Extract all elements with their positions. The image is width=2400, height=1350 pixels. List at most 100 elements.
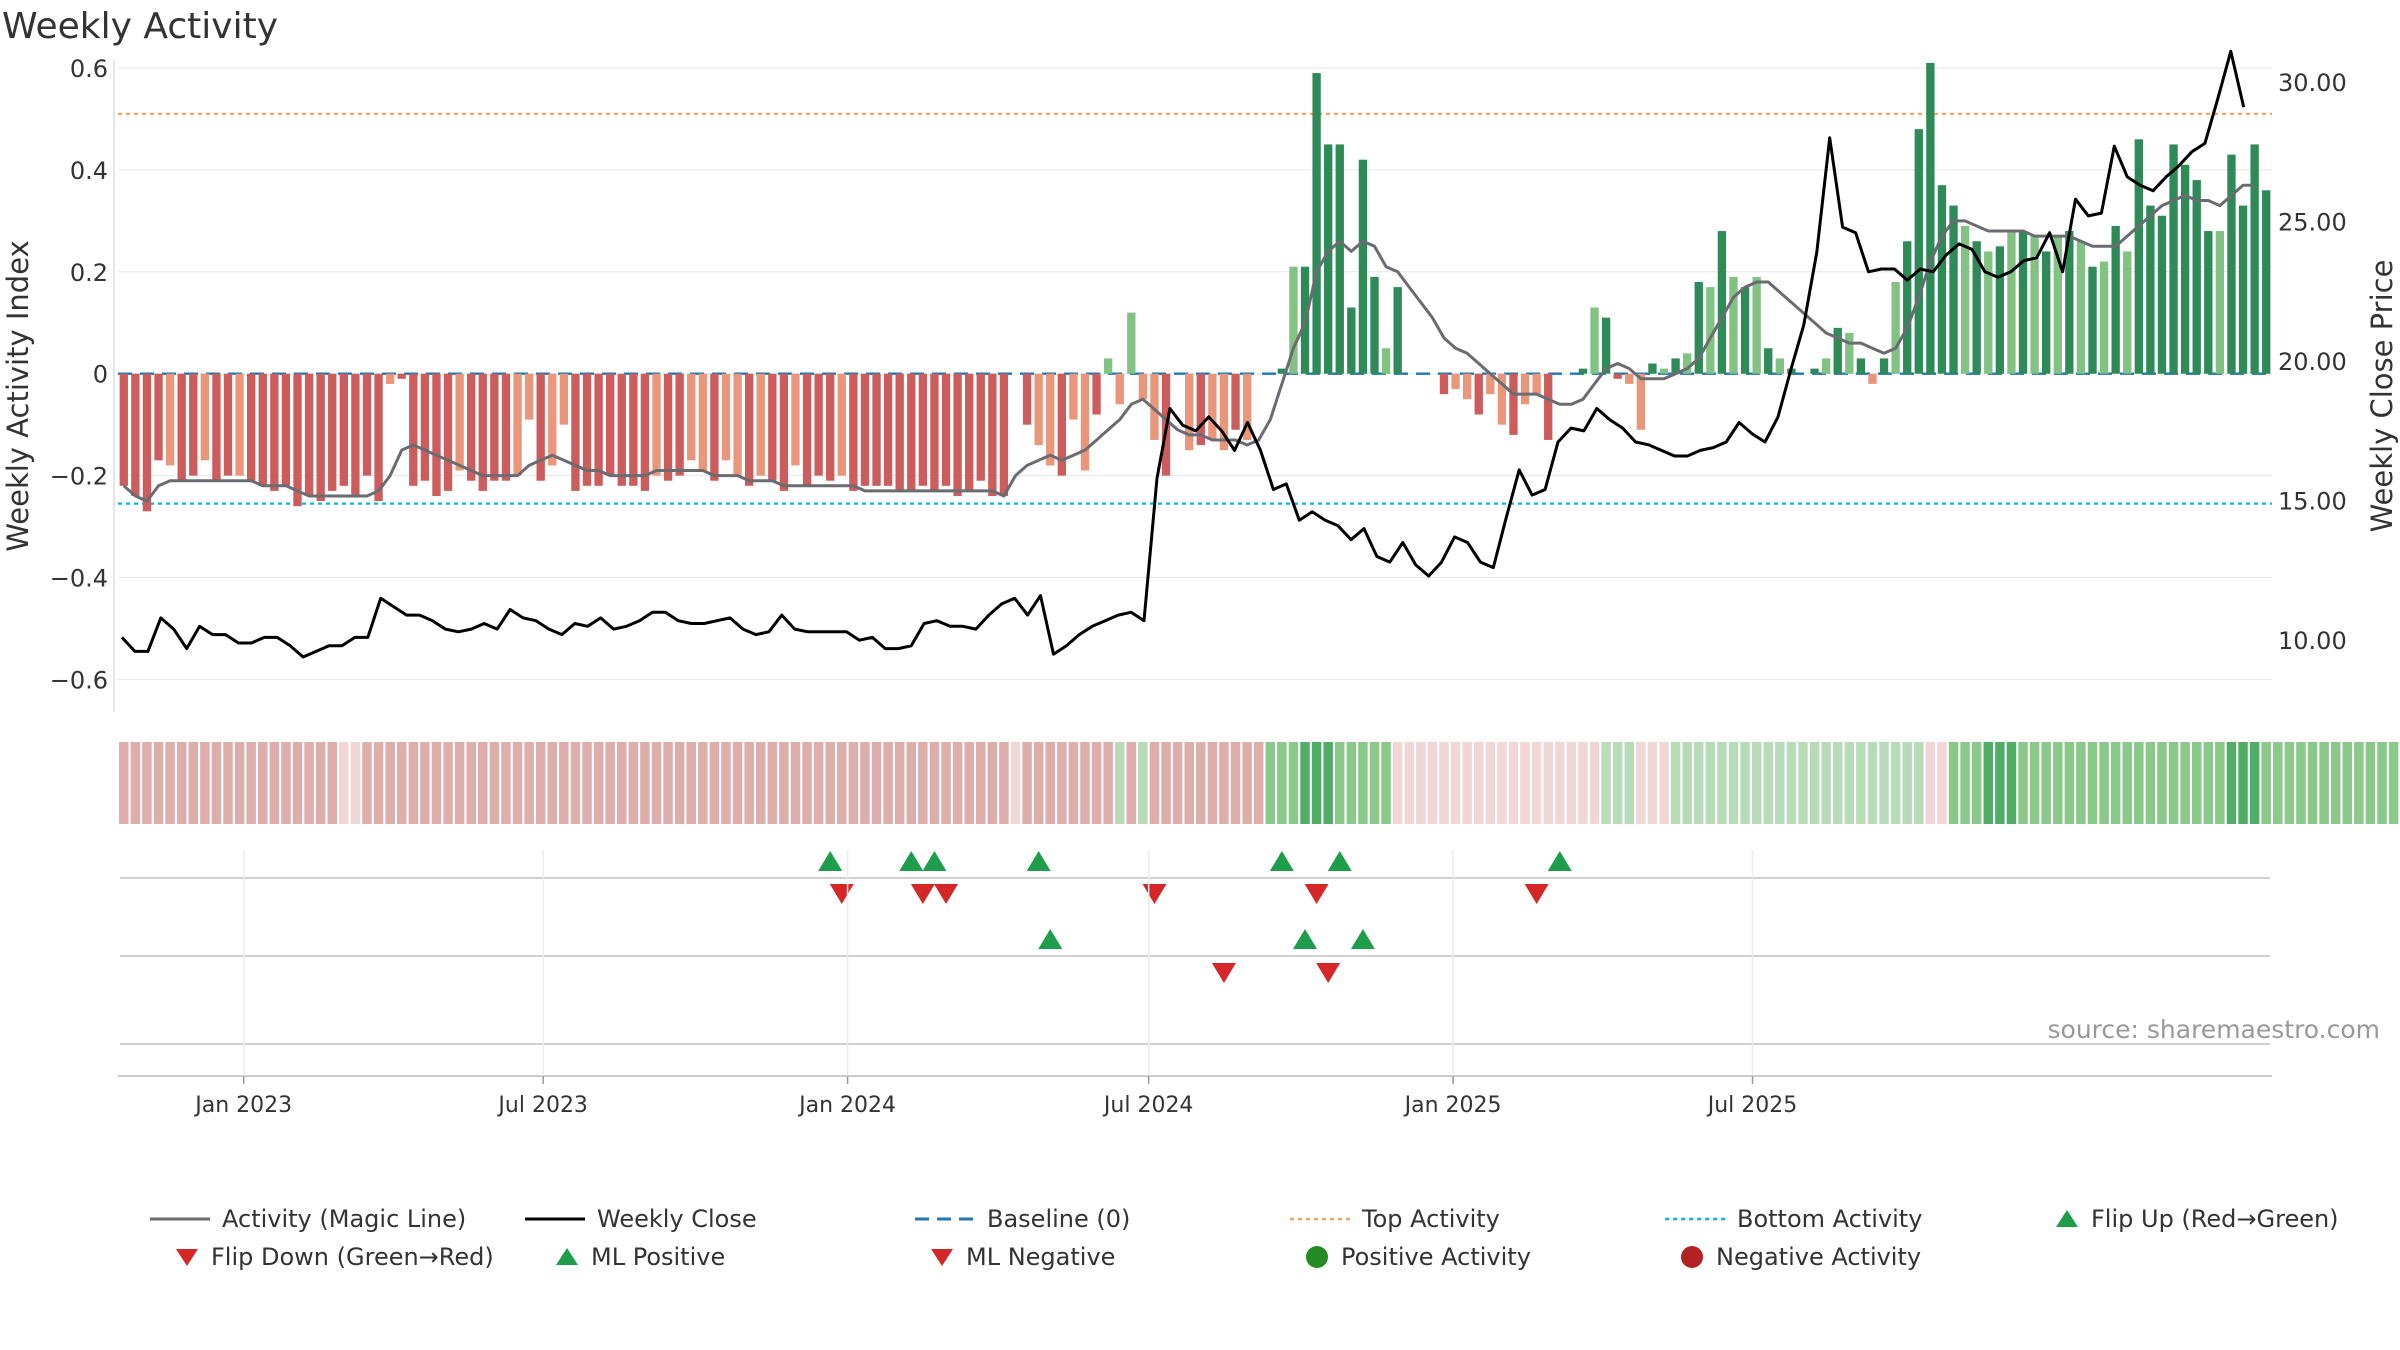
heat-cell	[593, 742, 604, 824]
heat-cell	[1358, 742, 1368, 824]
heat-cell	[2041, 742, 2051, 824]
activity-bar	[617, 373, 626, 486]
activity-bar	[1764, 348, 1773, 374]
activity-bar	[849, 373, 858, 491]
heat-cell	[2261, 742, 2271, 824]
activity-bar	[270, 373, 279, 491]
ml-positive-marker	[1350, 929, 1375, 949]
activity-bar	[582, 373, 592, 486]
flip-down-marker	[910, 884, 935, 904]
activity-bar	[710, 373, 719, 481]
heat-cell	[1427, 742, 1438, 824]
heat-cell	[2018, 742, 2028, 824]
heat-cell	[1983, 742, 1994, 824]
y-tick-label-left: −0.6	[50, 666, 108, 694]
heat-cell	[478, 742, 488, 824]
dash-legend-swatch	[915, 1217, 975, 1221]
heat-cell	[1890, 742, 1901, 824]
heat-cell	[663, 742, 673, 824]
activity-bar	[1937, 185, 1947, 374]
heat-cell	[837, 742, 847, 824]
activity-bar	[328, 373, 337, 491]
heat-cell	[362, 742, 372, 824]
activity-bar	[2042, 251, 2051, 374]
y-axis-title-right: Weekly Close Price	[2365, 260, 2399, 533]
activity-bar	[1717, 231, 1727, 374]
activity-bar	[1926, 62, 1935, 374]
heat-cell	[1925, 742, 1936, 824]
activity-bar	[802, 373, 812, 486]
activity-bar	[142, 373, 152, 512]
heat-cell	[1914, 742, 1924, 824]
heat-cell	[1705, 742, 1716, 824]
activity-bar	[1103, 358, 1113, 374]
heat-cell	[1126, 742, 1137, 824]
activity-bar	[1810, 368, 1819, 374]
heat-cell	[825, 742, 835, 824]
activity-bar	[339, 373, 348, 486]
activity-bar	[154, 373, 163, 461]
y-tick-label-right: 20.00	[2278, 348, 2347, 376]
heat-cell	[524, 742, 534, 824]
flip-up-marker	[922, 851, 947, 871]
activity-bar	[2204, 231, 2213, 374]
heat-cell	[1010, 742, 1021, 824]
heat-cell	[894, 742, 905, 824]
heat-cell	[2203, 742, 2214, 824]
heat-cell	[1798, 742, 1808, 824]
y-tick-label-left: −0.4	[50, 565, 108, 593]
activity-bar	[1312, 73, 1321, 374]
ml-positive-marker	[1293, 929, 1318, 949]
heat-cell	[2029, 742, 2040, 824]
activity-bar	[965, 373, 974, 491]
heat-cell	[408, 742, 419, 824]
legend-triangle-down	[176, 1249, 198, 1266]
activity-bar	[1706, 287, 1715, 374]
heat-cell	[976, 742, 986, 824]
heat-cell	[2110, 742, 2121, 824]
heat-cell	[871, 742, 882, 824]
flip-up-marker	[1547, 851, 1572, 871]
activity-bar	[1474, 373, 1483, 415]
tri-up-legend-swatch	[2056, 1210, 2078, 1227]
y-axis-title-left: Weekly Activity Index	[1, 240, 35, 551]
heat-cell	[119, 742, 129, 824]
heat-cell	[2215, 742, 2225, 824]
activity-bar	[1613, 373, 1622, 379]
heat-cell	[860, 742, 870, 824]
activity-bar	[2123, 251, 2132, 374]
activity-bar	[837, 373, 846, 476]
activity-bar	[768, 373, 777, 481]
flip-down-marker	[1304, 884, 1329, 904]
heat-cell	[1670, 742, 1681, 824]
activity-bar	[2146, 205, 2155, 374]
flip-down-marker	[934, 884, 959, 904]
heat-cell	[929, 742, 940, 824]
heat-cell	[350, 742, 361, 824]
activity-bar	[791, 373, 800, 466]
flip-down-marker	[1142, 884, 1167, 904]
activity-bar	[1242, 373, 1252, 440]
heat-cell	[1832, 742, 1843, 824]
activity-bar	[1127, 312, 1136, 374]
heat-cell	[1462, 742, 1472, 824]
activity-bar	[559, 373, 569, 425]
activity-bar	[1891, 282, 1900, 374]
heat-cell	[559, 742, 569, 824]
activity-bar	[501, 373, 511, 481]
y-tick-label-left: 0.4	[70, 157, 108, 185]
activity-bar	[1868, 373, 1877, 384]
ml-negative-marker	[1211, 963, 1236, 983]
legend-item: Flip Down (Green→Red)	[175, 1243, 494, 1271]
activity-bar	[918, 373, 928, 486]
activity-bar	[2076, 241, 2086, 374]
heat-cell	[813, 742, 824, 824]
line-legend-swatch	[525, 1217, 585, 1221]
activity-bar	[629, 373, 638, 486]
heat-cell	[1775, 742, 1785, 824]
magic-line	[122, 183, 2255, 503]
heat-cell	[767, 742, 778, 824]
heat-cell	[454, 742, 465, 824]
heat-cell	[617, 742, 627, 824]
x-tick-label: Jan 2023	[193, 1093, 292, 1118]
